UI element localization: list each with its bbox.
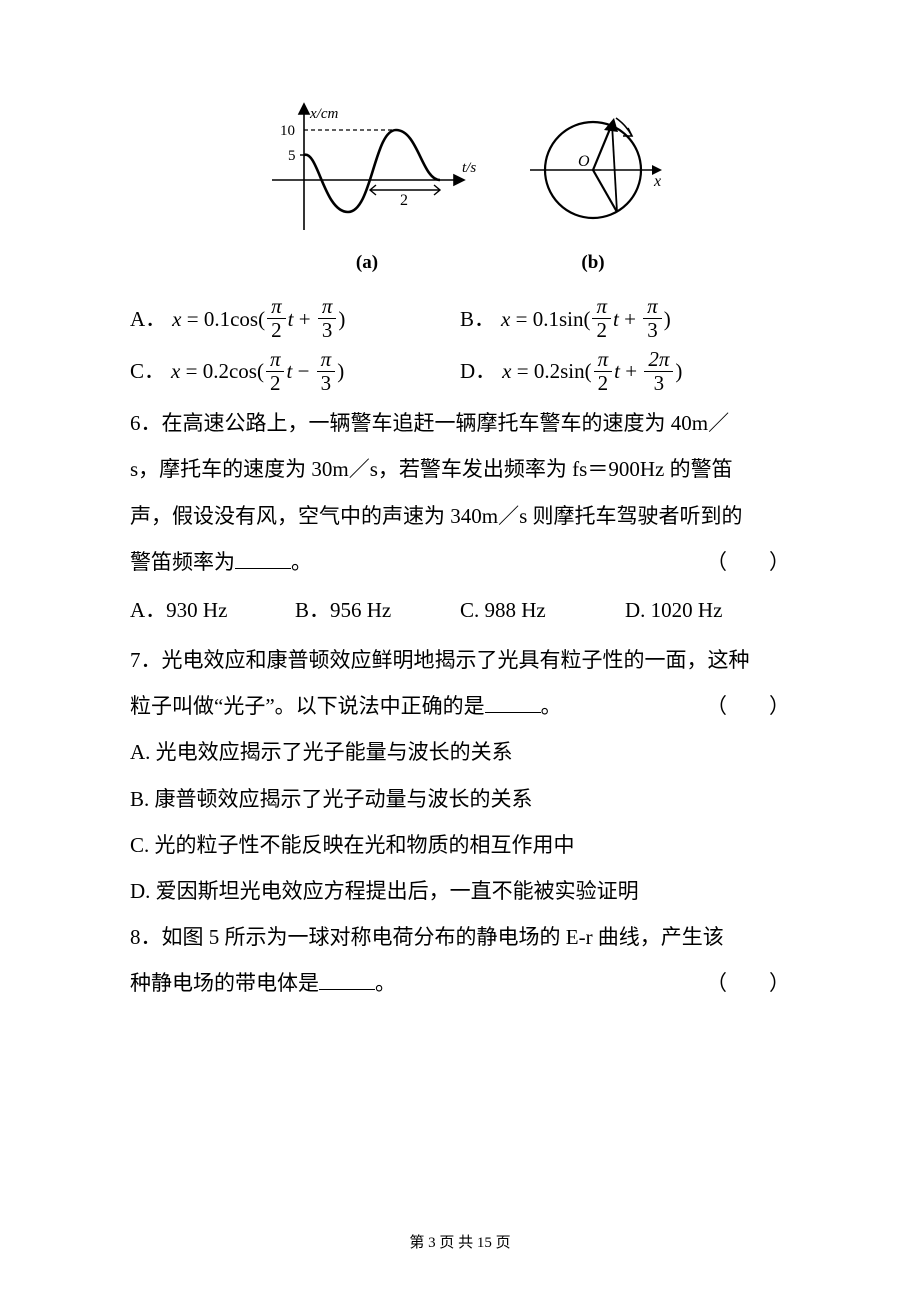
- figure-b-block: O x (b): [518, 100, 668, 284]
- q6-line3: 声，假设没有风，空气中的声速为 340m／s 则摩托车驾驶者听到的: [130, 493, 790, 539]
- q6-line4: 警笛频率为 。 （ ）: [130, 539, 790, 585]
- B-amp: 0.1: [533, 296, 559, 342]
- q5-option-D: D． x = 0.2 sin( π2 t + 2π3 ): [460, 348, 790, 394]
- q6-line2: s，摩托车的速度为 30m／s，若警车发出频率为 fs＝900Hz 的警笛: [130, 446, 790, 492]
- q5-row-1: A． x = 0.1 cos( π2 t + π3 ) B． x = 0.1 s…: [130, 296, 790, 342]
- x-axis-label: t/s: [462, 160, 476, 176]
- C-w-den: 2: [266, 372, 285, 394]
- figure-a-svg: 2 x/cm 10 5 t/s: [252, 100, 482, 240]
- q6-options: A．930 Hz B．956 Hz C. 988 Hz D. 1020 Hz: [130, 587, 790, 633]
- q7-stem: 7．光电效应和康普顿效应鲜明地揭示了光具有粒子性的一面，这种 粒子叫做“光子”。…: [130, 637, 790, 729]
- figure-a-block: 2 x/cm 10 5 t/s (a): [252, 100, 482, 284]
- q7-opt-B: B. 康普顿效应揭示了光子动量与波长的关系: [130, 776, 790, 822]
- B-w-den: 2: [592, 319, 611, 341]
- q7-line1: 7．光电效应和康普顿效应鲜明地揭示了光具有粒子性的一面，这种: [130, 637, 790, 683]
- C-fn: cos: [229, 348, 257, 394]
- q6-stem: 6．在高速公路上，一辆警车追赶一辆摩托车警车的速度为 40m／ s，摩托车的速度…: [130, 400, 790, 585]
- A-p-den: 3: [318, 319, 337, 341]
- q6-line4-left: 警笛频率为: [130, 550, 235, 574]
- A-fn: cos: [230, 296, 258, 342]
- q8-line2-left: 种静电场的带电体是: [130, 971, 319, 995]
- D-sign: +: [625, 348, 637, 394]
- period-label: 2: [400, 192, 408, 209]
- A-sign: +: [299, 296, 311, 342]
- q8-stem: 8．如图 5 所示为一球对称电荷分布的静电场的 E-r 曲线，产生该 种静电场的…: [130, 914, 790, 1006]
- D-amp: 0.2: [534, 348, 560, 394]
- q8-line1: 8．如图 5 所示为一球对称电荷分布的静电场的 E-r 曲线，产生该: [130, 914, 790, 960]
- B-sign: +: [624, 296, 636, 342]
- figures-row: 2 x/cm 10 5 t/s (a): [130, 100, 790, 284]
- q5-option-C: C． x = 0.2 cos( π2 t − π3 ): [130, 348, 460, 394]
- opt-letter-A: A．: [130, 296, 166, 342]
- q7-blank: [485, 693, 541, 713]
- page-footer: 第 3 页 共 15 页: [0, 1227, 920, 1260]
- opt-letter-B: B．: [460, 296, 495, 342]
- figure-a-caption: (a): [356, 242, 378, 284]
- A-amp: 0.1: [204, 296, 230, 342]
- q7-line2-left: 粒子叫做“光子”。以下说法中正确的是: [130, 694, 485, 718]
- q6-opt-C: C. 988 Hz: [460, 587, 625, 633]
- q5-option-B: B． x = 0.1 sin( π2 t + π3 ): [460, 296, 790, 342]
- origin-label: O: [578, 153, 590, 170]
- q7-options: A. 光电效应揭示了光子能量与波长的关系 B. 康普顿效应揭示了光子动量与波长的…: [130, 729, 790, 914]
- D-fn: sin: [560, 348, 585, 394]
- q7-paren: （ ）: [706, 683, 790, 729]
- B-fn: sin: [559, 296, 584, 342]
- D-p-num: 2π: [644, 349, 673, 372]
- C-amp: 0.2: [203, 348, 229, 394]
- q6-line4-after: 。: [291, 550, 312, 574]
- q6-opt-A: A．930 Hz: [130, 587, 295, 633]
- q6-blank: [235, 549, 291, 569]
- q7-line2: 粒子叫做“光子”。以下说法中正确的是 。 （ ）: [130, 683, 790, 729]
- q6-opt-D: D. 1020 Hz: [625, 587, 790, 633]
- C-w-num: π: [266, 349, 285, 372]
- figure-b-caption: (b): [581, 242, 604, 284]
- D-p-den: 3: [650, 372, 669, 394]
- opt-letter-C: C．: [130, 348, 165, 394]
- ytick-10: 10: [280, 123, 295, 139]
- q6-paren: （ ）: [706, 539, 790, 585]
- C-p-num: π: [317, 349, 336, 372]
- y-axis-label: x/cm: [309, 106, 338, 122]
- B-p-num: π: [643, 296, 662, 319]
- q7-opt-C: C. 光的粒子性不能反映在光和物质的相互作用中: [130, 822, 790, 868]
- q8-line2-after: 。: [375, 971, 396, 995]
- q6-opt-B: B．956 Hz: [295, 587, 460, 633]
- q8-paren: （ ）: [706, 960, 790, 1006]
- A-w-num: π: [267, 296, 286, 319]
- q7-opt-D: D. 爱因斯坦光电效应方程提出后，一直不能被实验证明: [130, 868, 790, 914]
- A-p-num: π: [318, 296, 337, 319]
- C-p-den: 3: [317, 372, 336, 394]
- D-w-den: 2: [594, 372, 613, 394]
- B-w-num: π: [592, 296, 611, 319]
- C-sign: −: [298, 348, 310, 394]
- q8-blank: [319, 971, 375, 991]
- page: 2 x/cm 10 5 t/s (a): [0, 0, 920, 1302]
- q7-opt-A: A. 光电效应揭示了光子能量与波长的关系: [130, 729, 790, 775]
- A-w-den: 2: [267, 319, 286, 341]
- q6-line1: 6．在高速公路上，一辆警车追赶一辆摩托车警车的速度为 40m／: [130, 400, 790, 446]
- D-w-num: π: [594, 349, 613, 372]
- q5-row-2: C． x = 0.2 cos( π2 t − π3 ) D． x = 0.2 s…: [130, 348, 790, 394]
- B-p-den: 3: [643, 319, 662, 341]
- ytick-5: 5: [288, 148, 296, 164]
- q5-option-A: A． x = 0.1 cos( π2 t + π3 ): [130, 296, 460, 342]
- q8-line2: 种静电场的带电体是 。 （ ）: [130, 960, 790, 1006]
- figure-b-svg: O x: [518, 100, 668, 240]
- q7-line2-after: 。: [541, 694, 562, 718]
- opt-letter-D: D．: [460, 348, 496, 394]
- b-x-label: x: [653, 173, 661, 190]
